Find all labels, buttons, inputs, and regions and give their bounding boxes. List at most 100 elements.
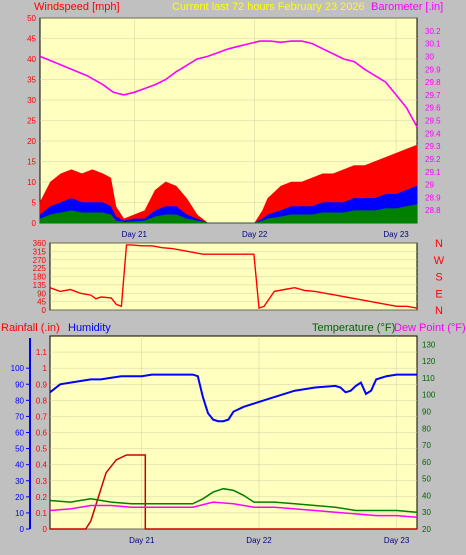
humidity-tick-label: 30 xyxy=(15,477,24,486)
rainfall-tick-label: 0.2 xyxy=(36,493,48,502)
temperature-tick-label: 70 xyxy=(422,441,431,450)
climate-x-tick-label: Day 21 xyxy=(129,536,155,545)
humidity-tick-label: 50 xyxy=(15,445,24,454)
barometer-line xyxy=(39,40,418,128)
humidity-axis-title: Humidity xyxy=(68,322,111,334)
direction-series xyxy=(49,244,418,310)
temperature-tick-label: 80 xyxy=(422,424,431,433)
temperature-tick-label: 50 xyxy=(422,475,431,484)
temperature-tick-label: 20 xyxy=(422,525,431,534)
wind-x-tick-label: Day 23 xyxy=(383,230,409,239)
direction-line xyxy=(49,244,418,310)
windspeed-tick-label: 0 xyxy=(32,219,37,228)
direction-tick-label: 360 xyxy=(33,239,47,248)
rainfall-axis-title: Rainfall (.in) xyxy=(1,322,60,334)
wind-series xyxy=(39,144,418,224)
dewpoint-axis-title: Dew Point (°F) xyxy=(394,322,466,334)
windspeed-tick-label: 10 xyxy=(27,178,36,187)
direction-tick-label: 0 xyxy=(42,306,47,315)
temperature-tick-labels: 20 30 40 50 60 70 80 90 100 110 120 130 xyxy=(422,340,436,534)
barometer-tick-label: 29 xyxy=(425,181,434,190)
rainfall-tick-label: 0.3 xyxy=(36,477,48,486)
humidity-tick-label: 70 xyxy=(15,412,24,421)
temperature-line xyxy=(49,487,418,513)
rainfall-tick-label: 0.4 xyxy=(36,461,48,470)
rainfall-tick-labels: 0 0.1 0.2 0.3 0.4 0.5 0.6 0.7 0.8 0.9 1 1.1 xyxy=(36,348,48,534)
barometer-tick-label: 29.9 xyxy=(425,65,441,74)
wind-low-area xyxy=(39,204,418,224)
windspeed-tick-label: 35 xyxy=(27,76,36,85)
humidity-tick-label: 80 xyxy=(15,396,24,405)
direction-tick-label: 315 xyxy=(33,247,47,256)
rainfall-tick-label: 0.6 xyxy=(36,429,48,438)
barometer-tick-label: 29.7 xyxy=(425,91,441,100)
barometer-tick-label: 29.3 xyxy=(425,142,441,151)
direction-tick-label: 180 xyxy=(33,273,47,282)
climate-x-tick-label: Day 23 xyxy=(384,536,410,545)
windspeed-tick-label: 20 xyxy=(27,137,36,146)
climate-series xyxy=(49,373,418,530)
windspeed-axis-title: Windspeed [mph] xyxy=(34,1,120,13)
barometer-axis-title: Barometer [.in] xyxy=(371,1,443,13)
barometer-tick-label: 28.8 xyxy=(425,206,441,215)
barometer-tick-label: 28.9 xyxy=(425,193,441,202)
direction-tick-label: 45 xyxy=(37,298,46,307)
rainfall-line xyxy=(50,454,417,530)
temperature-tick-label: 90 xyxy=(422,408,431,417)
temperature-axis-title: Temperature (°F) xyxy=(312,322,395,334)
compass-tick-label: N xyxy=(435,305,443,317)
climate-x-tick-label: Day 22 xyxy=(246,536,272,545)
compass-tick-label: E xyxy=(435,288,442,300)
humidity-tick-label: 0 xyxy=(20,525,25,534)
temperature-tick-label: 110 xyxy=(422,374,435,383)
climate-x-tick-labels: Day 21 Day 22 Day 23 xyxy=(129,536,410,545)
wind-x-tick-label: Day 22 xyxy=(242,230,268,239)
windspeed-tick-label: 30 xyxy=(27,96,36,105)
barometer-tick-label: 29.8 xyxy=(425,78,441,87)
windspeed-tick-label: 25 xyxy=(27,117,36,126)
direction-tick-label: 270 xyxy=(33,256,47,265)
rainfall-tick-label: 0.1 xyxy=(36,509,48,518)
direction-gridlines xyxy=(50,242,417,311)
barometer-tick-labels: 28.8 28.9 29 29.1 29.2 29.3 29.4 29.5 29.6 29.7 29… xyxy=(425,27,441,215)
barometer-tick-label: 29.2 xyxy=(425,155,441,164)
humidity-tick-label: 40 xyxy=(15,461,24,470)
rainfall-tick-label: 0 xyxy=(43,525,48,534)
windspeed-tick-label: 5 xyxy=(32,199,37,208)
compass-tick-label: N xyxy=(435,238,443,250)
windspeed-tick-labels: 0 5 10 15 20 25 30 35 40 45 50 xyxy=(27,14,36,228)
rainfall-tick-label: 0.8 xyxy=(36,396,48,405)
humidity-line xyxy=(49,373,417,423)
rainfall-tick-label: 0.5 xyxy=(36,445,48,454)
humidity-tick-label: 100 xyxy=(11,364,25,373)
temperature-tick-label: 60 xyxy=(422,458,431,467)
barometer-tick-label: 29.5 xyxy=(425,117,441,126)
barometer-series xyxy=(39,40,418,128)
compass-tick-label: W xyxy=(434,255,445,267)
humidity-tick-label: 10 xyxy=(15,509,24,518)
chart-title: Current last 72 hours February 23 2026 xyxy=(172,1,365,13)
humidity-tick-labels: 0 10 20 30 40 50 60 70 80 90 100 xyxy=(11,364,30,534)
rainfall-tick-label: 0.7 xyxy=(36,412,48,421)
windspeed-tick-label: 15 xyxy=(27,158,36,167)
windspeed-tick-label: 40 xyxy=(27,55,36,64)
humidity-tick-label: 60 xyxy=(15,429,24,438)
humidity-tick-label: 90 xyxy=(15,380,24,389)
direction-tick-label: 225 xyxy=(33,264,47,273)
windspeed-tick-label: 45 xyxy=(27,35,36,44)
barometer-tick-label: 29.4 xyxy=(425,129,441,138)
rainfall-tick-label: 1 xyxy=(43,364,48,373)
rainfall-tick-label: 0.9 xyxy=(36,380,48,389)
direction-tick-label: 135 xyxy=(33,281,47,290)
barometer-tick-label: 30.2 xyxy=(425,27,441,36)
windspeed-tick-label: 50 xyxy=(27,14,36,23)
barometer-tick-label: 29.6 xyxy=(425,104,441,113)
wind-x-tick-labels: Day 21 Day 22 Day 23 xyxy=(122,230,410,239)
temperature-tick-label: 40 xyxy=(422,491,431,500)
temperature-tick-label: 130 xyxy=(422,340,436,349)
wind-x-tick-label: Day 21 xyxy=(122,230,148,239)
